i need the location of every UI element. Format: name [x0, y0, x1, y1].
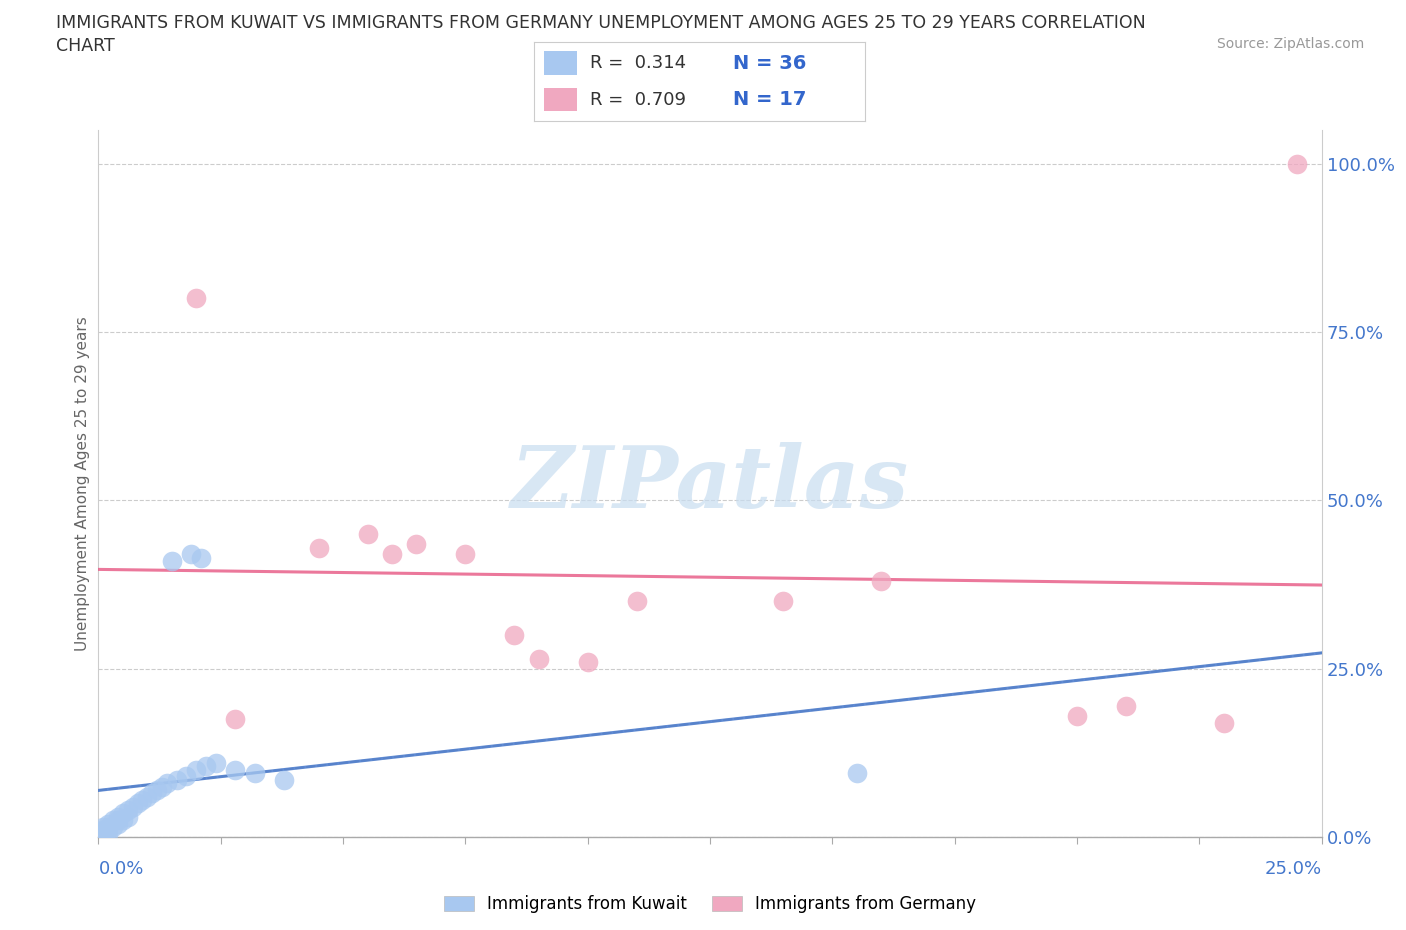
Point [626, 594, 648, 609]
Point [117, 803, 139, 817]
Point [146, 782, 169, 797]
Point [111, 813, 134, 828]
Text: IMMIGRANTS FROM KUWAIT VS IMMIGRANTS FROM GERMANY UNEMPLOYMENT AMONG AGES 25 TO : IMMIGRANTS FROM KUWAIT VS IMMIGRANTS FRO… [56, 14, 1146, 32]
Point [1212, 715, 1234, 730]
Point [845, 765, 868, 780]
Point [97, 819, 120, 834]
Point [1115, 698, 1137, 713]
Point [243, 765, 266, 780]
Point [180, 547, 202, 562]
Point [503, 628, 526, 643]
Point [356, 526, 378, 541]
Point [576, 655, 599, 670]
Point [308, 540, 330, 555]
Point [121, 799, 143, 814]
Point [131, 792, 153, 807]
Y-axis label: Unemployment Among Ages 25 to 29 years: Unemployment Among Ages 25 to 29 years [75, 316, 90, 651]
Point [107, 817, 129, 831]
Point [176, 769, 198, 784]
Point [160, 553, 183, 568]
FancyBboxPatch shape [544, 51, 578, 75]
Point [273, 772, 295, 787]
Point [186, 291, 208, 306]
Text: 0.0%: 0.0% [98, 860, 143, 878]
Point [1286, 156, 1309, 171]
Point [97, 826, 120, 841]
Point [1066, 709, 1088, 724]
Point [97, 823, 120, 838]
Point [772, 594, 794, 609]
Point [141, 786, 163, 801]
Point [205, 755, 228, 770]
Point [101, 813, 124, 828]
Point [111, 806, 134, 821]
Point [127, 796, 149, 811]
Point [190, 551, 212, 565]
Point [166, 772, 188, 787]
Point [150, 779, 173, 794]
FancyBboxPatch shape [544, 87, 578, 112]
Point [527, 651, 550, 666]
Point [224, 763, 246, 777]
Point [405, 537, 427, 551]
Point [454, 547, 477, 562]
Point [91, 826, 114, 841]
Point [107, 813, 129, 828]
Point [101, 819, 124, 834]
Point [91, 819, 114, 834]
Point [91, 823, 114, 838]
Text: N = 36: N = 36 [733, 54, 806, 73]
Point [870, 574, 893, 589]
Text: 25.0%: 25.0% [1264, 860, 1322, 878]
Point [97, 817, 120, 831]
Text: R =  0.709: R = 0.709 [591, 90, 686, 109]
Point [117, 809, 139, 824]
Text: ZIPatlas: ZIPatlas [510, 442, 910, 525]
Text: N = 17: N = 17 [733, 90, 806, 109]
Text: CHART: CHART [56, 37, 115, 55]
Point [156, 776, 179, 790]
Point [186, 763, 208, 777]
Point [136, 790, 159, 804]
Point [224, 711, 246, 726]
Legend: Immigrants from Kuwait, Immigrants from Germany: Immigrants from Kuwait, Immigrants from … [444, 896, 976, 913]
Point [381, 547, 404, 562]
Text: Source: ZipAtlas.com: Source: ZipAtlas.com [1216, 37, 1364, 51]
Point [195, 759, 218, 774]
Point [107, 809, 129, 824]
Text: R =  0.314: R = 0.314 [591, 54, 686, 73]
